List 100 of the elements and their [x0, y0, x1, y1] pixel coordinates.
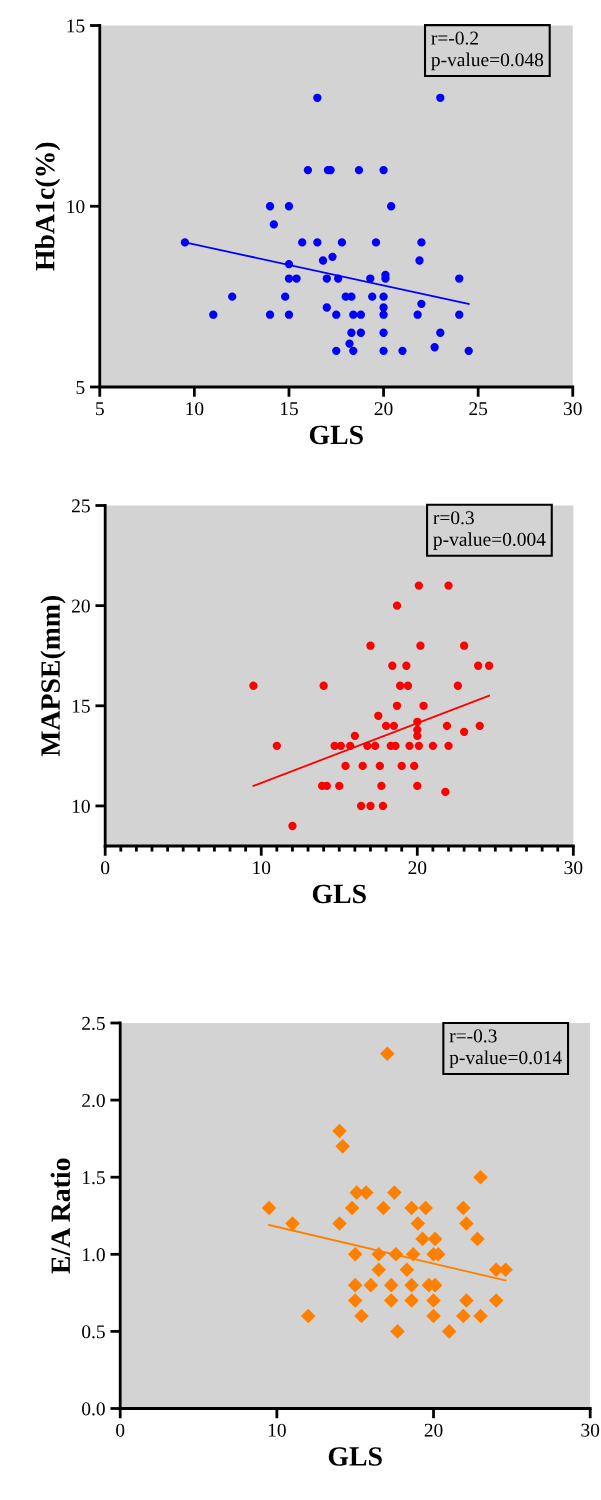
point — [383, 1293, 399, 1308]
point — [379, 346, 388, 356]
point — [284, 202, 294, 211]
point — [470, 1231, 485, 1247]
x-tick-label: 30 — [581, 1423, 600, 1437]
y-tick-label: 25 — [72, 499, 90, 513]
point — [398, 346, 407, 356]
point — [368, 292, 377, 301]
point — [371, 1262, 386, 1277]
point — [366, 641, 375, 650]
point — [464, 346, 473, 356]
point — [381, 721, 391, 730]
point — [459, 727, 469, 736]
y-tick-label: 10 — [67, 200, 85, 214]
point — [379, 310, 388, 319]
point — [473, 661, 483, 670]
point — [285, 1216, 300, 1231]
point — [356, 328, 366, 337]
point — [377, 781, 386, 791]
point — [265, 310, 275, 319]
point — [427, 1231, 443, 1247]
point — [332, 346, 341, 356]
point — [392, 601, 402, 610]
point — [404, 1277, 419, 1293]
point — [332, 1216, 347, 1231]
point — [333, 274, 343, 283]
point — [419, 701, 428, 710]
point — [363, 1277, 379, 1293]
point — [313, 93, 322, 102]
point — [335, 781, 344, 791]
point — [430, 343, 439, 352]
x-axis-title: GLS — [312, 884, 366, 904]
y-tick-label: 20 — [72, 599, 90, 613]
point — [336, 741, 345, 751]
point — [395, 681, 405, 690]
y-tick-label: 2.0 — [82, 1093, 105, 1108]
point — [386, 202, 396, 211]
point — [418, 1200, 433, 1216]
point — [349, 346, 358, 356]
point — [417, 238, 426, 247]
annotation: r=-0.2 — [431, 31, 479, 45]
point — [442, 721, 452, 730]
point — [347, 1247, 363, 1262]
point — [444, 581, 453, 590]
annotation: p-value=0.004 — [433, 532, 546, 550]
point — [358, 761, 367, 771]
point — [288, 821, 297, 831]
point — [459, 641, 469, 650]
y-tick-label: 0.0 — [82, 1402, 105, 1416]
point — [402, 661, 411, 670]
point — [426, 1293, 441, 1308]
point — [389, 721, 399, 730]
point — [475, 721, 484, 730]
x-axis-title: GLS — [328, 1447, 382, 1466]
point — [410, 761, 419, 771]
point — [379, 292, 388, 301]
y-tick-label: 15 — [67, 19, 85, 33]
point — [319, 681, 328, 690]
annotation: p-value=0.014 — [449, 1050, 562, 1069]
point — [284, 310, 294, 319]
point — [272, 741, 282, 751]
point — [415, 256, 424, 265]
point — [388, 661, 397, 670]
point — [332, 1123, 347, 1139]
point — [388, 1247, 404, 1262]
y-tick-label: 15 — [72, 699, 90, 713]
point — [332, 310, 341, 319]
point — [363, 741, 372, 751]
x-tick-label: 25 — [469, 402, 488, 416]
point — [404, 1293, 419, 1308]
x-tick-label: 15 — [280, 402, 298, 416]
x-tick-label: 20 — [424, 1423, 443, 1437]
point — [415, 1231, 430, 1247]
point — [380, 1046, 395, 1062]
point — [337, 238, 347, 247]
point — [399, 1262, 415, 1277]
point — [322, 303, 331, 312]
point — [347, 328, 356, 337]
x-tick-label: 0 — [116, 1423, 125, 1437]
point — [371, 238, 381, 247]
point — [284, 274, 294, 283]
point — [390, 1324, 405, 1339]
point — [436, 93, 445, 102]
point — [349, 310, 358, 319]
point — [356, 310, 366, 319]
annotation: r=-0.3 — [449, 1029, 497, 1043]
point — [269, 220, 278, 229]
x-tick-label: 30 — [563, 402, 582, 416]
point — [405, 1247, 421, 1262]
point — [392, 701, 402, 710]
x-tick-label: 10 — [186, 402, 204, 416]
y-tick-label: 10 — [72, 799, 90, 813]
annotation: p-value=0.048 — [431, 52, 544, 71]
point — [265, 202, 275, 211]
y-tick-label: 1.0 — [83, 1248, 105, 1262]
point — [370, 741, 380, 751]
x-tick-label: 20 — [408, 861, 427, 875]
y-axis-title: MAPSE(mm) — [40, 595, 66, 757]
point — [344, 1200, 360, 1216]
point — [371, 1247, 386, 1262]
